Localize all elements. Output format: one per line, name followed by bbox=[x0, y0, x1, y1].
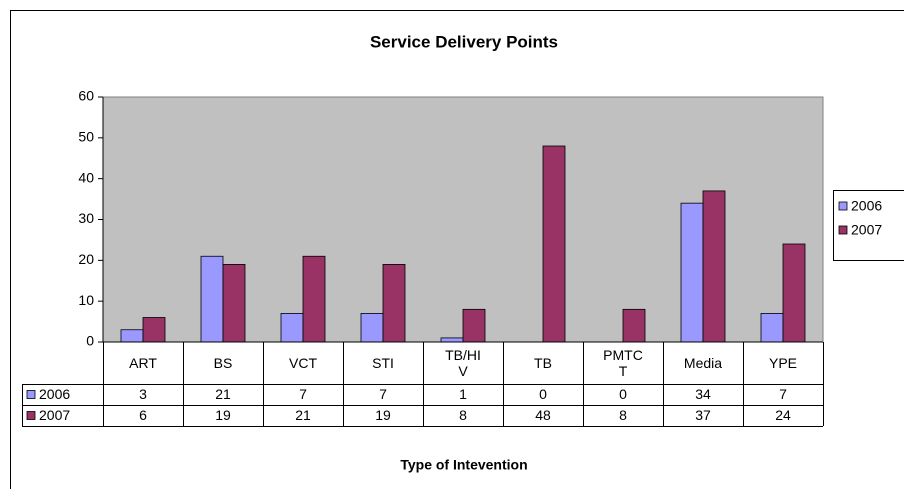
y-tick-label: 60 bbox=[78, 88, 94, 104]
table-value: 7 bbox=[379, 386, 387, 402]
x-axis-title: Type of Intevention bbox=[400, 457, 527, 473]
bar bbox=[440, 337, 464, 343]
x-tick-label: BS bbox=[213, 355, 233, 371]
table-value: 7 bbox=[779, 386, 787, 402]
x-tick-label: PMTCT bbox=[603, 347, 643, 379]
bar bbox=[200, 255, 224, 343]
table-value: 7 bbox=[299, 386, 307, 402]
y-tick-label: 30 bbox=[78, 210, 94, 226]
x-tick-label-box: TB bbox=[503, 342, 583, 384]
table-value: 8 bbox=[619, 407, 627, 423]
table-value: 1 bbox=[459, 386, 467, 402]
y-tick-label: 50 bbox=[78, 129, 94, 145]
table-value: 21 bbox=[295, 407, 311, 423]
table-series-name: 2007 bbox=[39, 407, 70, 423]
table-legend-key bbox=[26, 390, 36, 399]
table-legend-key bbox=[26, 411, 36, 420]
x-tick-label-box: STI bbox=[343, 342, 423, 384]
x-tick-label: TB/HIV bbox=[445, 347, 481, 379]
bar bbox=[382, 264, 406, 343]
x-tick-label-box: TB/HIV bbox=[423, 342, 503, 384]
x-tick-cell: STI bbox=[343, 342, 423, 384]
legend-key bbox=[838, 201, 848, 211]
table-value: 24 bbox=[775, 407, 791, 423]
x-tick-label-box: VCT bbox=[263, 342, 343, 384]
bar bbox=[120, 329, 144, 343]
legend-label: 2006 bbox=[851, 198, 882, 214]
x-tick-label: TB bbox=[534, 355, 552, 371]
bar bbox=[360, 313, 384, 343]
table-value: 6 bbox=[139, 407, 147, 423]
x-tick-label-box: Media bbox=[663, 342, 743, 384]
table-value: 34 bbox=[695, 386, 711, 402]
bar bbox=[542, 145, 566, 343]
x-tick-cell: YPE bbox=[743, 342, 823, 384]
table-series-name: 2006 bbox=[39, 386, 70, 402]
y-tick-label: 0 bbox=[86, 333, 94, 349]
chart-title: Service Delivery Points bbox=[370, 32, 558, 51]
table-value: 48 bbox=[535, 407, 551, 423]
bar bbox=[280, 313, 304, 343]
x-tick-label: YPE bbox=[768, 355, 797, 371]
x-tick-label: STI bbox=[372, 355, 394, 371]
x-tick-label-box: PMTCT bbox=[583, 342, 663, 384]
y-tick-label: 20 bbox=[78, 251, 94, 267]
x-tick-label-box: ART bbox=[103, 342, 183, 384]
x-tick-label-box: BS bbox=[183, 342, 263, 384]
table-value: 3 bbox=[139, 386, 147, 402]
x-tick-cell: Media bbox=[663, 342, 743, 384]
y-tick-label: 40 bbox=[78, 169, 94, 185]
y-tick-label: 10 bbox=[78, 292, 94, 308]
x-tick-label: Media bbox=[683, 355, 723, 371]
bar bbox=[702, 190, 726, 343]
bar bbox=[680, 202, 704, 343]
bar bbox=[302, 255, 326, 343]
x-tick-cell: TB bbox=[503, 342, 583, 384]
x-tick-cell: TB/HIV bbox=[423, 342, 503, 384]
legend-key bbox=[838, 225, 848, 235]
bar bbox=[462, 308, 486, 343]
x-tick-label: ART bbox=[129, 355, 157, 371]
x-tick-cell: PMTCT bbox=[583, 342, 663, 384]
table-value: 19 bbox=[215, 407, 231, 423]
table-value: 0 bbox=[619, 386, 627, 402]
table-value: 37 bbox=[695, 407, 711, 423]
table-value: 0 bbox=[539, 386, 547, 402]
bar bbox=[782, 243, 806, 343]
x-tick-label: VCT bbox=[289, 355, 317, 371]
x-tick-cell: VCT bbox=[263, 342, 343, 384]
table-value: 8 bbox=[459, 407, 467, 423]
x-tick-cell: ART bbox=[103, 342, 183, 384]
bar bbox=[222, 264, 246, 343]
table-value: 21 bbox=[215, 386, 231, 402]
bar bbox=[142, 317, 166, 343]
legend-label: 2007 bbox=[851, 222, 882, 238]
table-value: 19 bbox=[375, 407, 391, 423]
bar bbox=[760, 313, 784, 343]
x-tick-label-box: YPE bbox=[743, 342, 823, 384]
bar bbox=[622, 308, 646, 343]
x-tick-cell: BS bbox=[183, 342, 263, 384]
